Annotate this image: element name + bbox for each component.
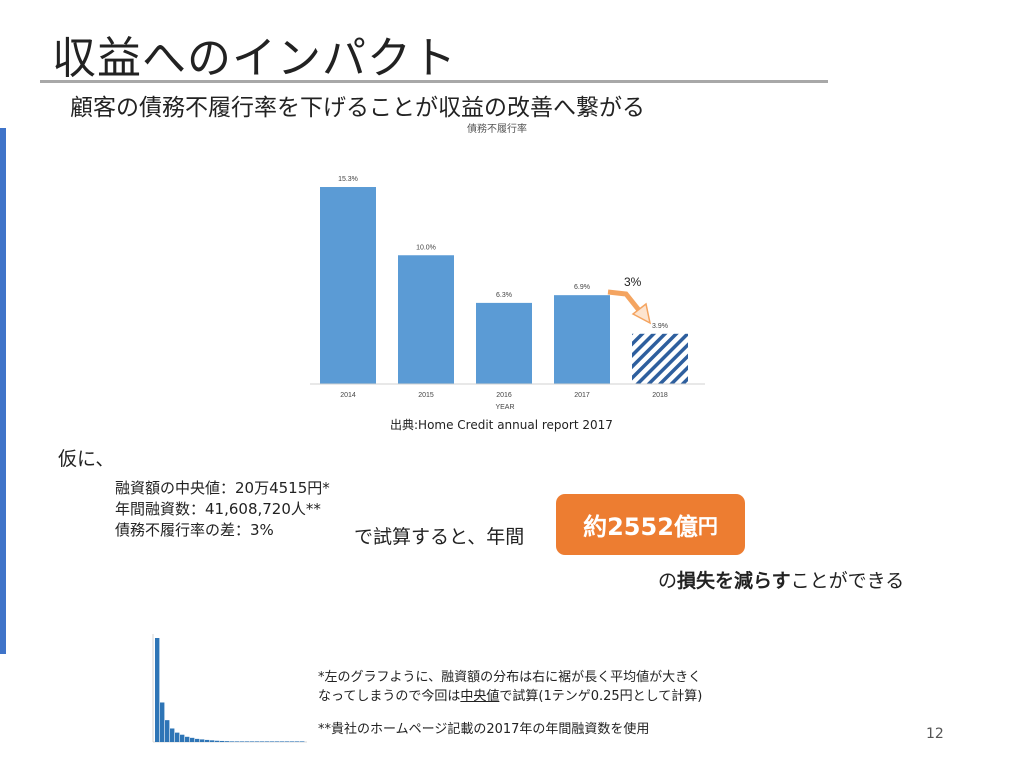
assumption-annual-loans: 年間融資数：41,608,720人**	[115, 500, 321, 518]
tick-label-2015: 2015	[418, 392, 434, 399]
chart-source: 出典:Home Credit annual report 2017	[390, 418, 613, 432]
hist-bar	[165, 720, 170, 742]
hist-bar	[285, 741, 290, 742]
hist-bar	[275, 741, 280, 742]
hist-bar	[265, 741, 270, 742]
result-value: 約2552億	[583, 513, 698, 541]
hist-bar	[175, 732, 180, 742]
value-label-2017: 6.9%	[574, 284, 590, 291]
footnote-loan-count: **貴社のホームページ記載の2017年の年間融資数を使用	[318, 722, 650, 737]
x-axis-label: YEAR	[495, 404, 514, 411]
hist-bar	[255, 741, 260, 742]
footnote-line2-post: で試算(1テンゲ0.25円として計算)	[499, 689, 703, 704]
hist-bar	[155, 638, 160, 742]
value-label-2014: 15.3%	[338, 176, 358, 183]
conclusion-post: ことができる	[790, 570, 905, 592]
hist-bar	[235, 741, 240, 742]
chart-title: 債務不履行率	[467, 122, 527, 135]
page-number: 12	[926, 726, 944, 742]
value-label-2016: 6.3%	[496, 292, 512, 299]
tick-label-2017: 2017	[574, 392, 590, 399]
hist-bar	[205, 739, 210, 742]
hist-bar	[270, 741, 275, 742]
bar-2018	[632, 333, 688, 384]
assumption-rate-diff: 債務不履行率の差：3%	[115, 521, 274, 539]
result-badge: 約2552億円	[556, 494, 745, 555]
hist-bar	[190, 737, 195, 742]
footnote-median-line2: なってしまうので今回は中央値で試算(1テンゲ0.25円として計算)	[318, 687, 702, 706]
hist-bar	[230, 741, 235, 742]
hist-bar	[260, 741, 265, 742]
default-rate-chart: 債務不履行率 15.3% 10.0% 6.3% 6.9% 3.9% 2014 2015 20…	[310, 122, 705, 411]
hist-bar	[280, 741, 285, 742]
hist-bar	[225, 741, 230, 742]
hist-bar	[295, 741, 300, 742]
left-accent-bar	[0, 128, 6, 654]
bar-2015	[398, 255, 454, 384]
bar-2016	[476, 302, 532, 384]
hist-bar	[160, 702, 165, 742]
bar-2014	[320, 187, 376, 384]
value-label-2015: 10.0%	[416, 244, 436, 251]
conclusion-pre: の	[658, 570, 678, 592]
hist-bar	[220, 740, 225, 742]
conclusion-bold: 損失を減らす	[677, 570, 791, 592]
title-underline	[40, 80, 828, 83]
loan-distribution-histogram	[152, 634, 307, 743]
footnote-median-line1: *左のグラフように、融資額の分布は右に裾が長く平均値が大きく	[318, 670, 702, 685]
footnote-line2-pre: なってしまうので今回は	[318, 689, 461, 704]
hist-bar	[210, 740, 215, 742]
value-label-2018: 3.9%	[652, 323, 668, 330]
hist-bar	[195, 738, 200, 742]
conclusion-text: の損失を減らすことができる	[658, 566, 904, 593]
footnote-underlined: 中央値	[460, 689, 500, 704]
hist-bar	[180, 734, 185, 742]
hist-bar	[200, 739, 205, 742]
reduction-arrowhead	[631, 302, 652, 325]
tick-label-2018: 2018	[652, 392, 668, 399]
reduction-annotation: 3%	[624, 275, 642, 289]
hist-bar	[170, 728, 175, 742]
hist-bar	[290, 741, 295, 742]
assumption-lead: 仮に、	[58, 448, 115, 470]
hist-bar	[185, 736, 190, 742]
slide-subtitle: 顧客の債務不履行率を下げることが収益の改善へ繋がる	[70, 95, 645, 121]
hist-bar	[250, 741, 255, 742]
bar-2017	[554, 295, 610, 384]
footnote-median: *左のグラフように、融資額の分布は右に裾が長く平均値が大きく なってしまうので今…	[318, 668, 702, 706]
hist-bar	[245, 741, 250, 742]
result-unit: 円	[697, 514, 718, 538]
reduction-arrow	[607, 289, 644, 316]
slide-title: 収益へのインパクト	[52, 33, 457, 84]
calc-text: で試算すると、年間	[354, 526, 525, 548]
assumption-median-loan: 融資額の中央値：20万4515円*	[115, 479, 330, 497]
hist-bar	[215, 740, 220, 742]
tick-label-2016: 2016	[496, 392, 512, 399]
hist-bar	[240, 741, 245, 742]
hist-bar	[300, 741, 305, 742]
tick-label-2014: 2014	[340, 392, 356, 399]
assumption-list: 融資額の中央値：20万4515円* 年間融資数：41,608,720人** 債務…	[115, 478, 330, 541]
